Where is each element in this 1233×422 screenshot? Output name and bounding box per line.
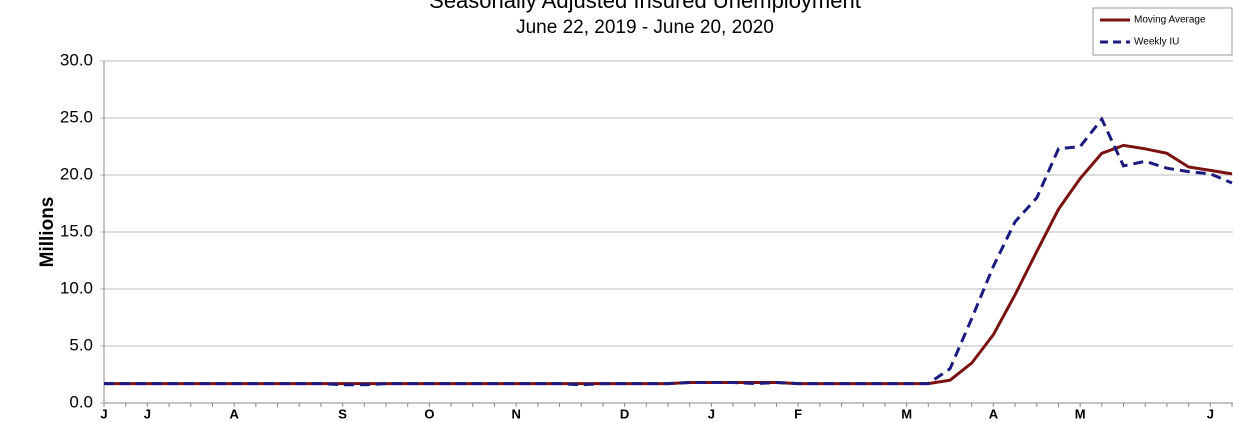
x-tick-label: A — [989, 406, 999, 421]
x-tick-label: S — [338, 406, 347, 421]
y-tick-label: 10.0 — [60, 278, 93, 297]
x-tick-label: J — [100, 406, 107, 421]
chart-title: Seasonally Adjusted Insured Unemployment — [429, 0, 861, 13]
x-tick-label: N — [511, 406, 520, 421]
legend-box — [1092, 7, 1233, 56]
y-tick-label: 15.0 — [60, 221, 93, 240]
x-tick-label: M — [1075, 406, 1086, 421]
y-tick-label: 5.0 — [69, 335, 93, 354]
series-line — [104, 116, 1233, 387]
x-tick-label: J — [1207, 406, 1214, 421]
chart-subtitle: June 22, 2019 - June 20, 2020 — [516, 17, 774, 38]
x-tick-label: M — [901, 406, 912, 421]
x-tick-label: J — [144, 406, 151, 421]
x-tick-label: A — [229, 406, 239, 421]
y-tick-label: 30.0 — [60, 50, 93, 69]
legend-label: Moving Average — [1134, 15, 1206, 26]
x-tick-label: O — [424, 406, 434, 421]
y-tick-label: 20.0 — [60, 164, 93, 183]
series-line — [104, 143, 1233, 386]
y-axis-label: Millions — [37, 197, 58, 268]
y-tick-label: 0.0 — [69, 392, 93, 411]
y-tick-label: 25.0 — [60, 107, 93, 126]
x-tick-label: F — [794, 406, 802, 421]
x-tick-label: D — [620, 406, 629, 421]
x-tick-label: J — [708, 406, 715, 421]
legend-label: Weekly IU — [1134, 37, 1179, 48]
